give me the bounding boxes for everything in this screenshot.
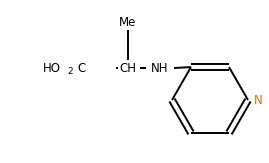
Text: Me: Me	[119, 15, 137, 29]
Text: C: C	[78, 61, 86, 74]
Text: HO: HO	[43, 61, 61, 74]
Text: CH: CH	[119, 61, 136, 74]
Text: 2: 2	[67, 67, 73, 75]
Text: NH: NH	[151, 61, 169, 74]
Text: N: N	[254, 94, 263, 106]
